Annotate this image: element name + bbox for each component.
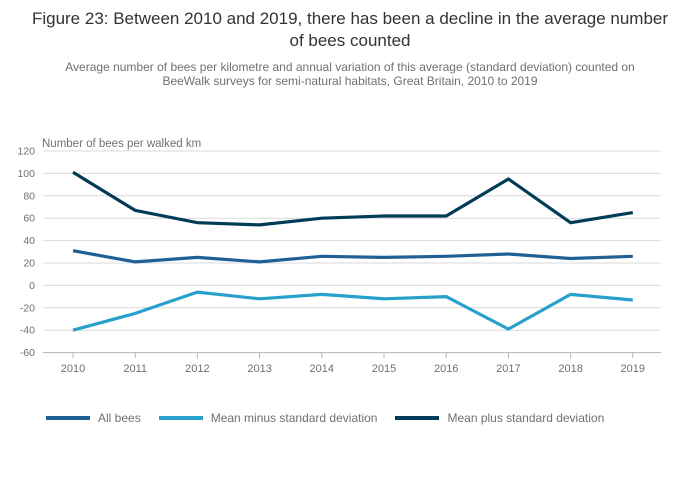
y-tick-label: 20	[23, 258, 35, 270]
chart-subtitle: Average number of bees per kilometre and…	[65, 60, 635, 88]
x-tick-label: 2010	[61, 363, 85, 375]
x-tick-label: 2014	[310, 363, 334, 375]
y-tick-label: -40	[20, 325, 35, 337]
legend-item-mean-minus-standard-deviation: Mean minus standard deviation	[158, 411, 378, 425]
x-tick-label: 2012	[185, 363, 209, 375]
y-tick-label: -60	[20, 347, 35, 359]
y-tick-label: 120	[17, 146, 35, 158]
series-line-mean-minus-standard-deviation	[72, 290, 633, 332]
y-tick-label: 40	[23, 235, 35, 247]
series-line-all-bees	[72, 249, 633, 264]
y-tick-label: -20	[20, 302, 35, 314]
x-tick-label: 2013	[247, 363, 271, 375]
y-tick-label: 60	[23, 213, 35, 225]
y-tick-label: 0	[29, 280, 35, 292]
x-tick-label: 2019	[621, 363, 645, 375]
series-line-mean-plus-standard-deviation	[72, 170, 634, 227]
x-tick-label: 2017	[496, 363, 520, 375]
legend-item-all-bees: All bees	[46, 411, 141, 425]
legend-label: Mean minus standard deviation	[210, 411, 378, 425]
legend-label: Mean plus standard deviation	[447, 411, 605, 425]
x-tick-label: 2018	[558, 363, 582, 375]
chart-title: Figure 23: Between 2010 and 2019, there …	[31, 9, 669, 50]
y-axis-title: Number of bees per walked km	[42, 138, 201, 150]
legend-swatch	[158, 416, 203, 420]
x-tick-label: 2016	[434, 363, 458, 375]
chart-legend: All bees Mean minus standard deviation Mea…	[46, 411, 604, 425]
legend-item-mean-plus-standard-deviation: Mean plus standard deviation	[395, 411, 604, 425]
y-tick-label: 80	[23, 190, 35, 202]
y-tick-label: 100	[17, 168, 35, 180]
legend-swatch	[46, 416, 90, 420]
line-chart: Number of bees per walked km 120 100 80 60 40…	[17, 138, 661, 375]
legend-swatch	[395, 416, 440, 420]
legend-label: All bees	[98, 411, 141, 425]
x-tick-label: 2011	[123, 363, 147, 375]
x-tick-label: 2015	[372, 363, 396, 375]
